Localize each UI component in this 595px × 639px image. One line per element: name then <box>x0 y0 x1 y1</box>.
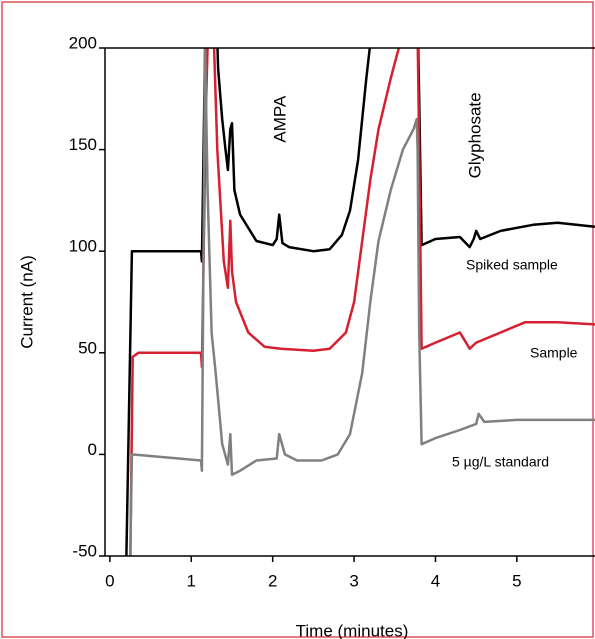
x-tick-label: 3 <box>349 571 358 590</box>
y-axis-title: Current (nA) <box>17 255 36 349</box>
y-tick-label: -50 <box>72 541 97 560</box>
y-tick-label: 150 <box>69 135 97 154</box>
x-axis-title: Time (minutes) <box>296 621 409 639</box>
series-label: Spiked sample <box>466 257 558 273</box>
x-tick-label: 2 <box>268 571 277 590</box>
x-tick-label: 0 <box>105 571 114 590</box>
annotation: AMPA <box>270 95 289 143</box>
series-line <box>129 48 595 556</box>
annotation: Glyphosate <box>466 92 485 178</box>
y-tick-label: 100 <box>69 237 97 256</box>
x-tick-label: 1 <box>187 571 196 590</box>
series-label: 5 µg/L standard <box>452 454 549 470</box>
series-label: Sample <box>530 345 578 361</box>
y-tick-label: 0 <box>88 440 97 459</box>
x-tick-label: 5 <box>512 571 521 590</box>
series-line <box>125 48 595 556</box>
series-line <box>129 48 595 556</box>
plot-area <box>125 48 595 556</box>
y-tick-label: 50 <box>78 338 97 357</box>
x-tick-label: 4 <box>431 571 440 590</box>
y-tick-label: 200 <box>69 33 97 52</box>
